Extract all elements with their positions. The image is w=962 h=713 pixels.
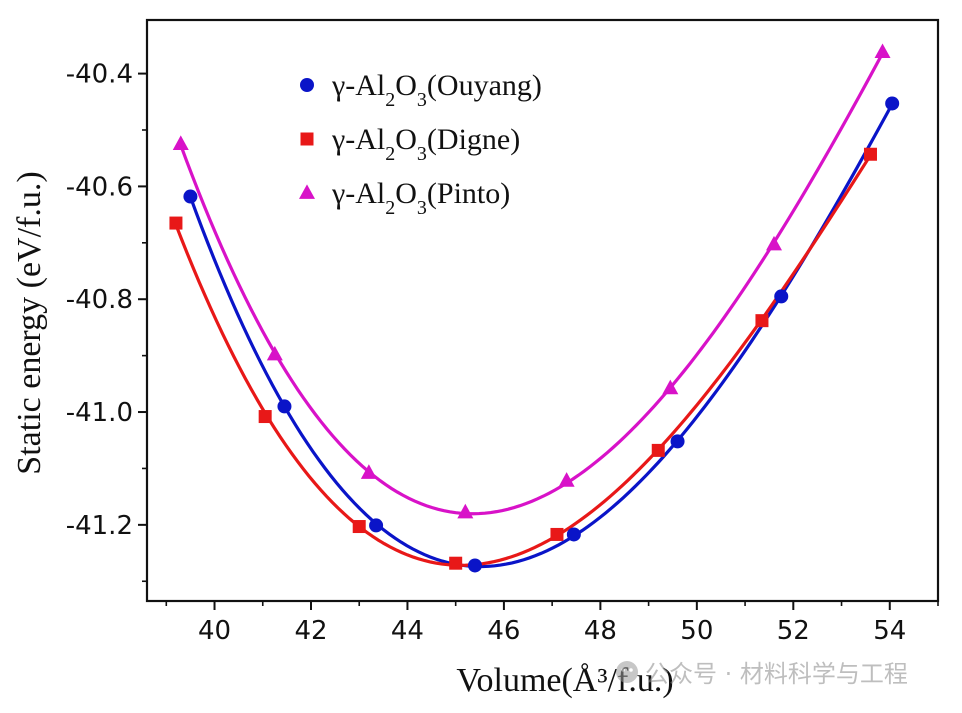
data-point-s3-4 bbox=[457, 503, 474, 519]
wechat-icon-eye-right bbox=[629, 668, 633, 672]
x-tick-label: 54 bbox=[873, 616, 906, 646]
data-point-s3-5 bbox=[558, 472, 575, 487]
y-tick-label: -41.0 bbox=[66, 398, 133, 428]
data-point-s3-8 bbox=[874, 43, 891, 59]
data-point-s2-6 bbox=[651, 443, 665, 457]
watermark: 公众号 · 材料科学与工程 bbox=[616, 660, 908, 688]
series-line-3 bbox=[179, 52, 884, 516]
legend-marker-1 bbox=[300, 78, 314, 92]
data-point-s2-4 bbox=[449, 556, 463, 570]
data-point-s1-5 bbox=[566, 527, 581, 542]
data-point-s2-7 bbox=[755, 314, 769, 328]
y-tick-label: -40.4 bbox=[66, 60, 133, 90]
data-point-s1-3 bbox=[369, 518, 384, 533]
series-line-2 bbox=[174, 154, 872, 567]
x-tick-label: 50 bbox=[680, 616, 713, 646]
wechat-icon-eye-left bbox=[621, 668, 625, 672]
legend-label-2: γ-Al2O3(Digne) bbox=[331, 123, 520, 165]
data-point-s1-8 bbox=[885, 96, 900, 111]
data-point-s2-3 bbox=[352, 520, 366, 534]
x-tick-label: 42 bbox=[294, 616, 327, 646]
data-point-s2-1 bbox=[169, 216, 183, 230]
series-line-1 bbox=[188, 103, 894, 569]
data-point-s3-6 bbox=[662, 379, 679, 395]
x-tick-label: 48 bbox=[584, 616, 617, 646]
x-tick-label: 46 bbox=[487, 616, 520, 646]
data-point-s3-2 bbox=[266, 345, 283, 361]
y-tick-label: -40.8 bbox=[66, 285, 133, 315]
x-tick-label: 40 bbox=[198, 616, 231, 646]
data-point-s1-7 bbox=[774, 289, 789, 304]
data-point-s3-3 bbox=[360, 464, 377, 479]
data-point-s3-7 bbox=[766, 235, 783, 251]
data-point-s2-8 bbox=[863, 147, 877, 161]
data-point-s1-4 bbox=[467, 558, 482, 573]
x-tick-label: 44 bbox=[391, 616, 424, 646]
legend-label-1: γ-Al2O3(Ouyang) bbox=[331, 69, 542, 111]
x-axis-label: Volume(Å³/f.u.) bbox=[456, 662, 673, 699]
plot-frame bbox=[145, 18, 940, 603]
legend-marker-3 bbox=[299, 184, 315, 199]
data-point-s1-2 bbox=[277, 399, 292, 414]
y-tick-label: -40.6 bbox=[66, 172, 133, 202]
data-point-s1-1 bbox=[183, 189, 198, 204]
wechat-icon bbox=[616, 661, 638, 683]
data-point-s2-2 bbox=[258, 410, 272, 424]
data-point-s1-6 bbox=[670, 434, 685, 449]
watermark-text: 公众号 · 材料科学与工程 bbox=[645, 660, 908, 688]
data-point-s2-5 bbox=[550, 527, 564, 541]
y-axis-label: Static energy (eV/f.u.) bbox=[11, 171, 48, 474]
legend-label-3: γ-Al2O3(Pinto) bbox=[331, 177, 510, 219]
y-tick-label: -41.2 bbox=[66, 511, 133, 541]
data-point-s3-1 bbox=[172, 135, 189, 150]
x-tick-label: 52 bbox=[777, 616, 810, 646]
legend-marker-2 bbox=[300, 132, 314, 146]
